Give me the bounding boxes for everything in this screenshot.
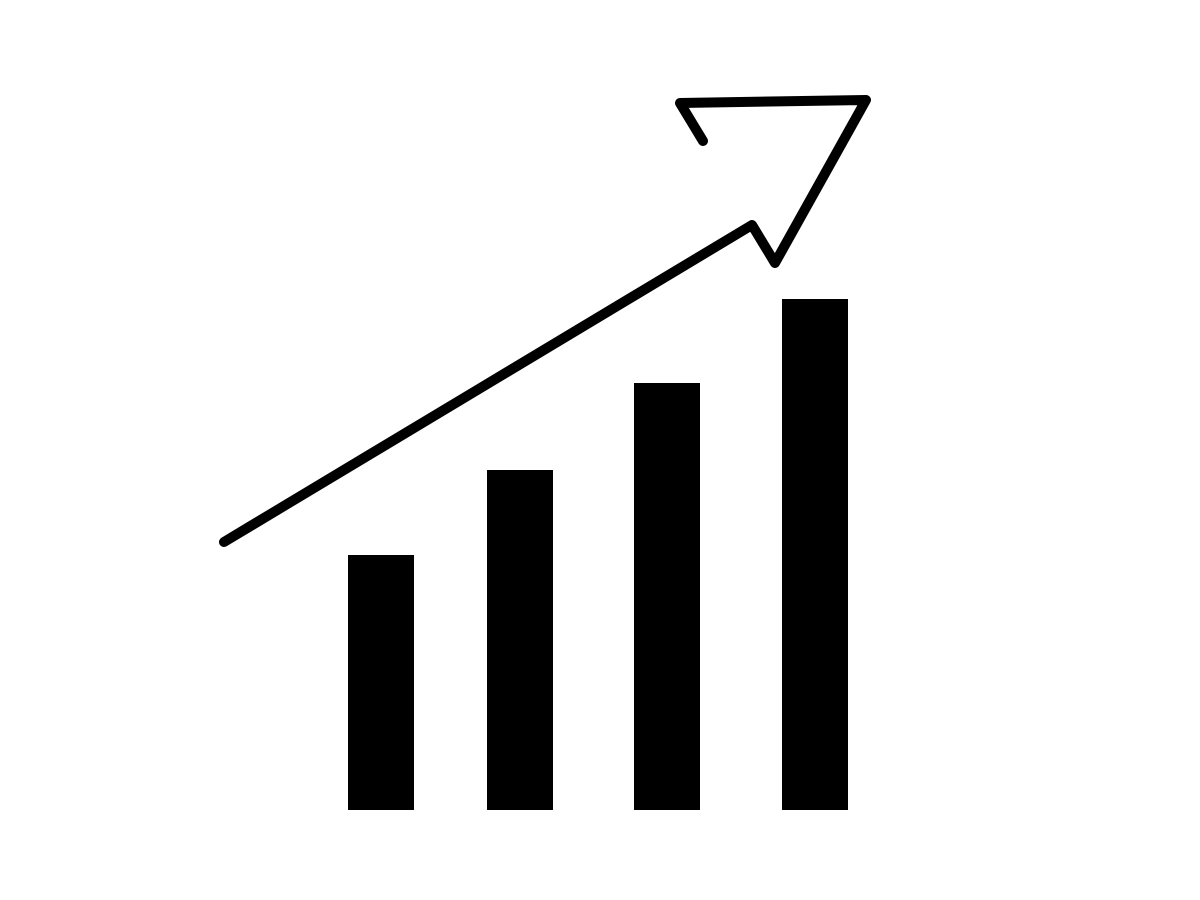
bar-2 [487, 470, 553, 810]
bar-1 [348, 555, 414, 810]
trend-arrow-icon [219, 95, 871, 547]
bar-3 [634, 383, 700, 810]
bar-4 [782, 299, 848, 810]
